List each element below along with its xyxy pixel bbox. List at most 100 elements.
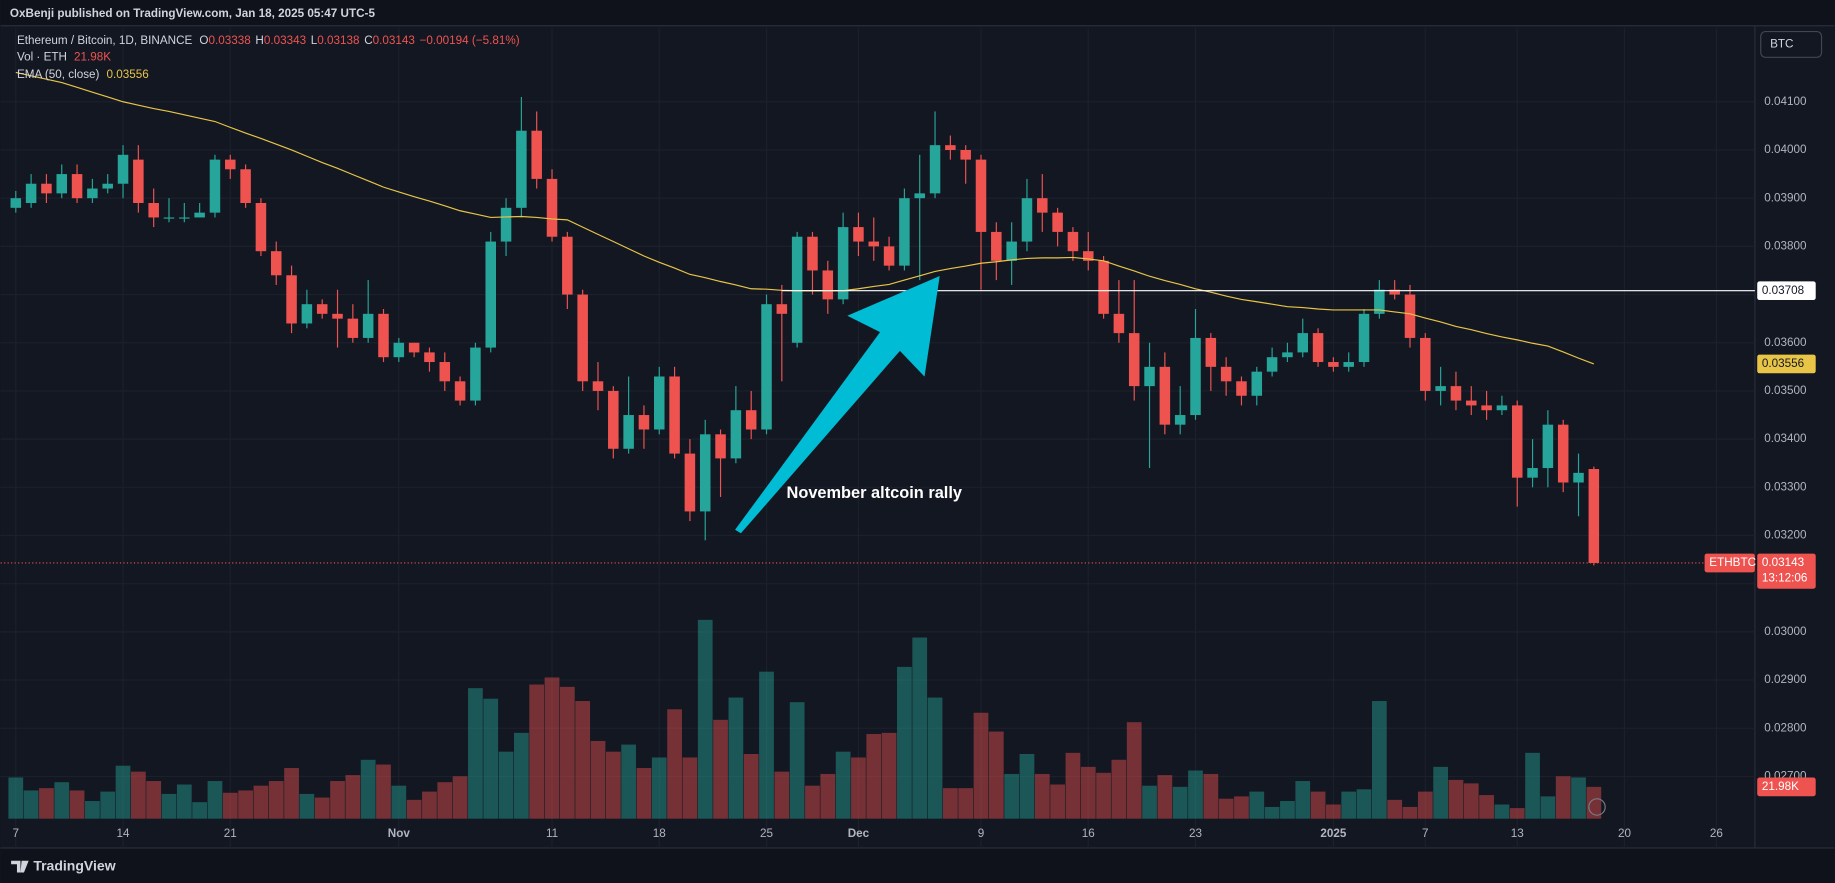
- volume-bar: [1295, 781, 1311, 819]
- volume-bar: [39, 788, 54, 819]
- candle-body: [102, 183, 113, 189]
- volume-bar: [1310, 791, 1326, 819]
- candle-body: [991, 231, 1002, 261]
- y-tick-label: 0.03600: [1764, 336, 1807, 349]
- candle-body: [1052, 212, 1063, 232]
- currency-button-label[interactable]: BTC: [1770, 38, 1793, 51]
- x-tick-label: 23: [1189, 827, 1202, 840]
- x-tick-label: 2025: [1320, 827, 1347, 840]
- volume-bar: [927, 697, 943, 819]
- volume-bar: [958, 788, 974, 819]
- volume-bar: [559, 686, 575, 819]
- volume-bar: [1019, 753, 1035, 819]
- candle-body: [255, 202, 267, 252]
- ohlc-letter: H: [255, 34, 263, 47]
- volume-bar: [728, 697, 744, 819]
- volume-bar: [1371, 701, 1387, 819]
- volume-bar: [789, 702, 805, 819]
- change: −0.00194 (−5.81%): [420, 34, 520, 47]
- annotation-arrow: [735, 276, 940, 534]
- candle-body: [669, 376, 680, 454]
- volume-bar: [636, 768, 652, 819]
- candle-body: [684, 453, 696, 512]
- replay-icon: [1588, 798, 1606, 816]
- volume-bar: [1157, 775, 1173, 819]
- volume-bar: [23, 790, 39, 819]
- candle-body: [516, 130, 527, 208]
- currency-button[interactable]: [1760, 30, 1823, 58]
- candle-body: [362, 313, 374, 338]
- volume-bar: [468, 688, 483, 819]
- candle-body: [1450, 386, 1462, 401]
- volume-bar: [1356, 789, 1372, 819]
- x-tick-label: 11: [546, 827, 558, 840]
- ema-name: EMA (50, close): [17, 68, 100, 81]
- candle-body: [730, 410, 742, 459]
- volume-bar: [146, 781, 162, 819]
- volume-bar: [1050, 784, 1065, 819]
- volume-bar: [253, 785, 269, 819]
- x-tick-label: 7: [13, 827, 20, 840]
- volume-bar: [207, 781, 223, 819]
- volume-bar: [713, 719, 728, 819]
- candle-body: [301, 304, 313, 324]
- volume-bar: [682, 757, 698, 819]
- ohlc-high: 0.03343: [264, 34, 306, 47]
- volume-bar: [8, 777, 24, 819]
- volume-bar: [161, 793, 177, 819]
- volume-bar: [268, 781, 284, 819]
- candle-body: [623, 415, 634, 449]
- candle-body: [194, 212, 205, 218]
- candle-body: [71, 174, 83, 199]
- volume-bar: [345, 775, 361, 819]
- candle-body: [347, 318, 359, 338]
- volume-bar: [1448, 779, 1464, 819]
- candle-body: [608, 390, 619, 449]
- volume-bar: [973, 712, 989, 819]
- candle-body: [87, 188, 98, 199]
- volume-bar: [1172, 786, 1188, 819]
- volume-bar: [1249, 791, 1265, 819]
- candle-body: [148, 202, 159, 218]
- y-tick-label: 0.02900: [1764, 673, 1807, 686]
- volume-bar: [483, 698, 499, 819]
- volume-bar: [621, 744, 636, 819]
- candle-body: [1588, 469, 1600, 563]
- candle-body: [1067, 231, 1079, 252]
- volume-bar: [54, 782, 70, 819]
- candle-body: [1190, 337, 1201, 416]
- volume-bar: [866, 734, 882, 819]
- volume-bar: [575, 701, 591, 819]
- candle-body: [562, 236, 573, 295]
- volume-bar: [651, 757, 667, 819]
- x-tick-label: 16: [1082, 827, 1095, 840]
- volume-bar: [115, 765, 131, 819]
- volume-bar: [774, 771, 790, 819]
- x-tick-label: 21: [224, 827, 237, 840]
- candle-body: [791, 236, 803, 343]
- volume-bar: [422, 791, 437, 819]
- symbol-badge: ETHBTC: [1709, 556, 1756, 569]
- volume-bar: [514, 732, 529, 819]
- volume-bar: [498, 751, 514, 819]
- candle-body: [1527, 468, 1538, 478]
- volume-bar: [605, 751, 621, 819]
- candle-body: [117, 154, 129, 184]
- candle-body: [1236, 381, 1247, 396]
- y-tick-label: 0.03500: [1764, 384, 1807, 397]
- candle-body: [179, 217, 190, 219]
- volume-bar: [697, 619, 713, 819]
- y-tick-label: 0.03000: [1764, 625, 1807, 638]
- candle-body: [1113, 313, 1125, 334]
- publisher: OxBenji published on TradingView.com, Ja…: [10, 7, 376, 20]
- annotation-text: November altcoin rally: [787, 484, 963, 502]
- candle-body: [654, 376, 665, 430]
- volume-bar: [1417, 791, 1433, 819]
- volume-bar: [85, 801, 100, 819]
- candle-body: [209, 159, 221, 213]
- candle-body: [638, 415, 650, 430]
- candle-body: [945, 145, 956, 150]
- ohlc-open: 0.03338: [208, 34, 250, 47]
- volume-bar: [299, 793, 315, 819]
